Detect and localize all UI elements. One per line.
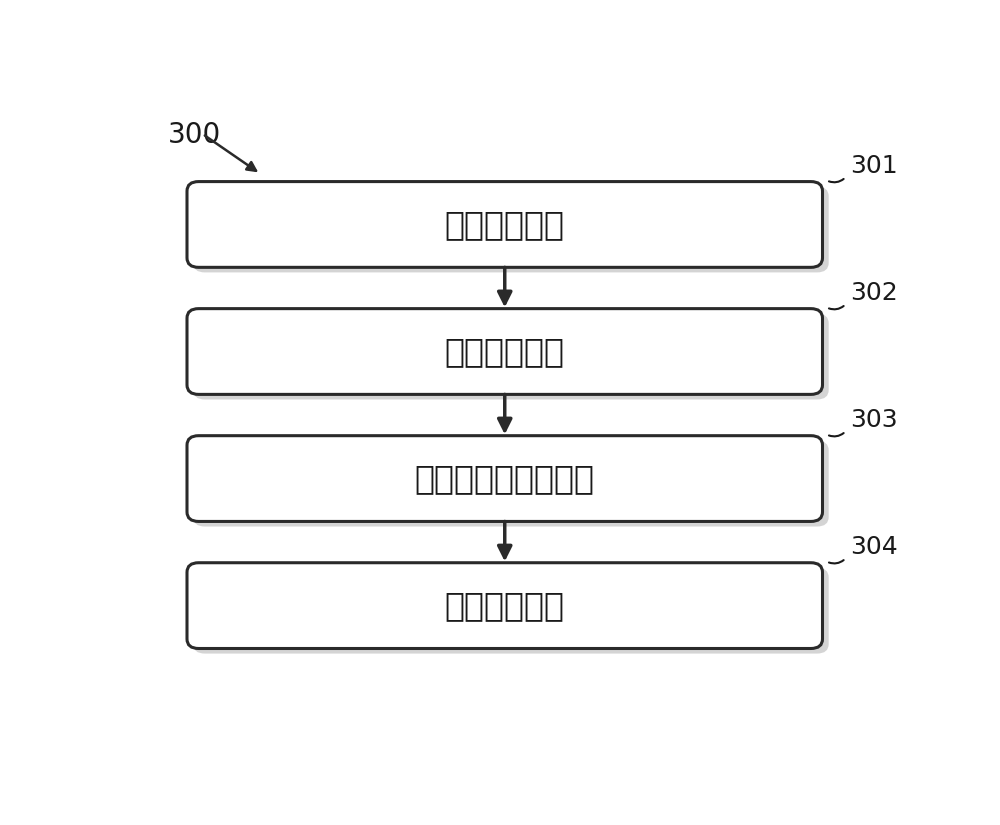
Text: 300: 300 [168, 121, 221, 149]
FancyBboxPatch shape [193, 314, 829, 399]
FancyBboxPatch shape [193, 186, 829, 272]
Text: 304: 304 [850, 535, 897, 559]
FancyBboxPatch shape [187, 563, 822, 648]
Text: 301: 301 [850, 153, 897, 177]
FancyBboxPatch shape [193, 568, 829, 653]
FancyBboxPatch shape [187, 309, 822, 394]
FancyBboxPatch shape [187, 182, 822, 267]
Text: 补偿控制步骤: 补偿控制步骤 [445, 589, 565, 622]
FancyBboxPatch shape [187, 436, 822, 521]
FancyBboxPatch shape [193, 441, 829, 526]
Text: 电流调整步骤: 电流调整步骤 [445, 208, 565, 241]
Text: 303: 303 [850, 408, 897, 431]
Text: 温差形成步骤: 温差形成步骤 [445, 335, 565, 368]
Text: 302: 302 [850, 280, 897, 304]
Text: 电压变化量产生步骤: 电压变化量产生步骤 [415, 462, 595, 495]
